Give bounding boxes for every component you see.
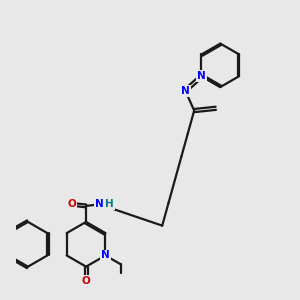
- Text: N: N: [197, 71, 206, 81]
- Text: N: N: [95, 199, 104, 209]
- Text: H: H: [105, 199, 114, 209]
- Text: N: N: [101, 250, 110, 260]
- Text: N: N: [197, 71, 206, 81]
- Text: O: O: [82, 276, 91, 286]
- Text: O: O: [67, 199, 76, 209]
- Text: N: N: [181, 86, 190, 96]
